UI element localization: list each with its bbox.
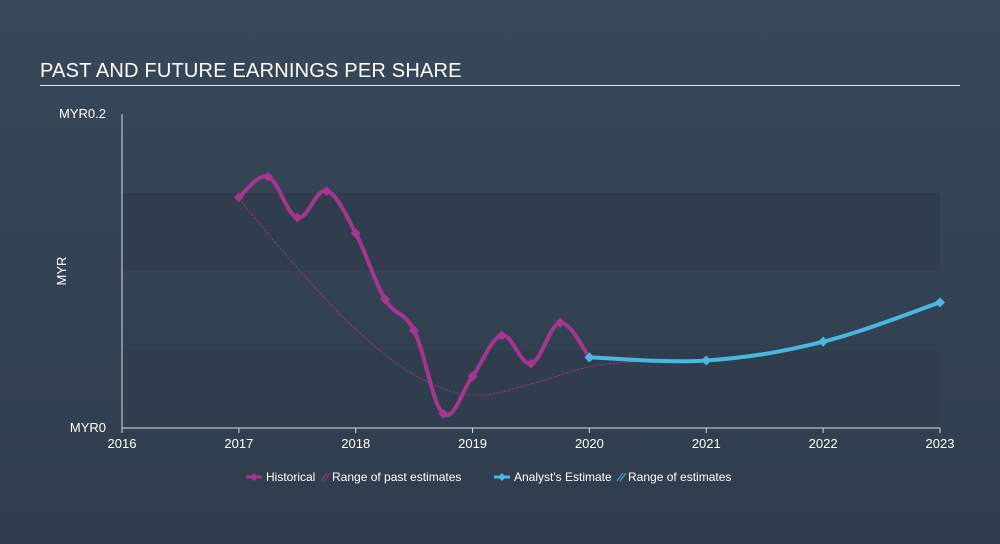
point-historical-4[interactable] [350,228,361,239]
x-tick-label-2020: 2020 [575,436,604,451]
x-tick-label-2018: 2018 [341,436,370,451]
legend-estimate-marker [498,473,506,481]
x-axis-ticks: 2016 2017 2018 2019 2020 2021 2022 2023 [108,428,955,451]
x-tick-label-2022: 2022 [809,436,838,451]
legend-historical-label: Historical [266,470,315,484]
point-historical-10[interactable] [526,358,536,369]
legend-past-range-hatch-icon [320,472,331,482]
point-historical-3[interactable] [321,185,332,196]
x-tick-label-2023: 2023 [926,436,955,451]
chart-title: PAST AND FUTURE EARNINGS PER SHARE [40,60,462,82]
point-historical-2[interactable] [292,212,303,223]
legend-estimate-range-label: Range of estimates [628,470,731,484]
x-tick-label-2019: 2019 [458,436,487,451]
y-tick-label-min: MYR0 [70,420,106,435]
point-historical-6[interactable] [409,325,420,336]
legend-historical-marker [250,473,258,481]
point-historical-11[interactable] [555,317,566,328]
y-axis-title: MYR [54,257,69,286]
point-historical-8[interactable] [467,371,478,382]
point-analyst-s-estimate-2[interactable] [818,336,829,347]
plot-band-upper [122,193,940,271]
legend-item-historical[interactable]: Historical [246,470,315,484]
point-historical-5[interactable] [379,294,390,305]
series-line-range-of-past-estimates [238,198,649,396]
series-layer [233,171,945,419]
x-tick-label-2017: 2017 [224,436,253,451]
point-analyst-s-estimate-0[interactable] [584,352,595,363]
legend-estimate-label: Analyst's Estimate [514,470,612,484]
point-historical-9[interactable] [496,330,507,341]
legend-estimate-range-hatch-icon [616,472,627,482]
point-historical-7[interactable] [438,408,449,419]
legend: Historical Range of past estimates Analy… [246,470,731,484]
point-historical-1[interactable] [263,171,274,182]
point-analyst-s-estimate-1[interactable] [701,355,712,366]
legend-item-estimate[interactable]: Analyst's Estimate [494,470,612,484]
point-historical-0[interactable] [233,192,244,203]
legend-item-estimate-range[interactable]: Range of estimates [616,470,731,484]
title-divider [40,85,960,86]
x-tick-label-2016: 2016 [108,436,137,451]
y-tick-label-max: MYR0.2 [59,106,106,121]
legend-item-past-range[interactable]: Range of past estimates [320,470,461,484]
point-analyst-s-estimate-3[interactable] [935,297,945,308]
x-tick-label-2021: 2021 [692,436,721,451]
legend-past-range-label: Range of past estimates [332,470,461,484]
series-line-analyst-s-estimate [587,300,942,364]
